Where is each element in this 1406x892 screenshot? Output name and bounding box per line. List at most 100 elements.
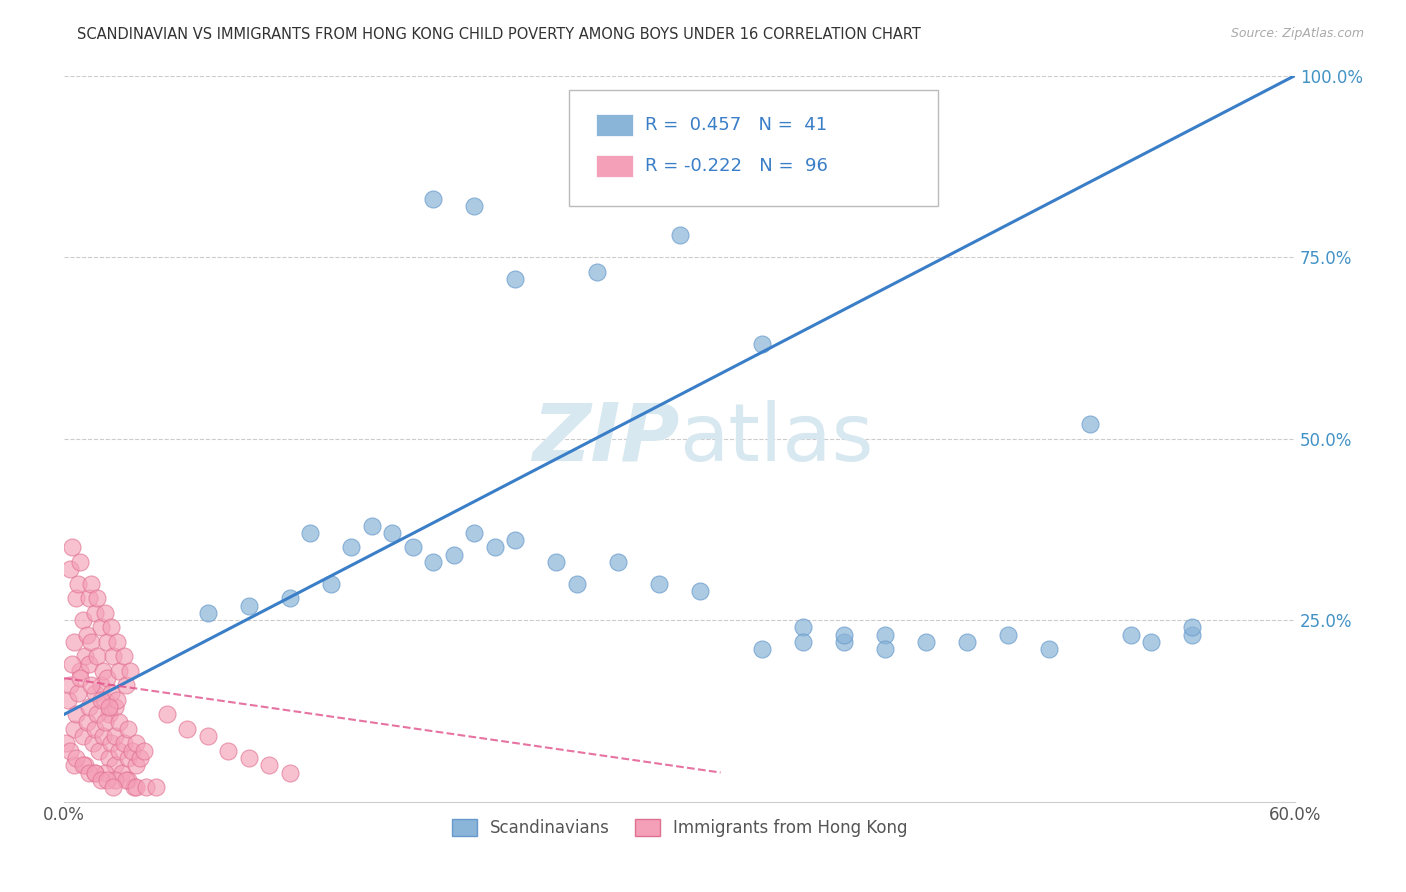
Point — [77, 700, 100, 714]
Point — [80, 576, 103, 591]
Point — [1140, 635, 1163, 649]
Point — [65, 707, 87, 722]
Point — [122, 780, 145, 794]
Point — [689, 584, 711, 599]
Point — [792, 635, 814, 649]
Point — [422, 555, 444, 569]
Point — [505, 533, 527, 548]
Point — [1181, 627, 1204, 641]
Point — [125, 758, 148, 772]
Point — [69, 671, 91, 685]
Point — [72, 729, 94, 743]
Point — [91, 664, 114, 678]
Point — [100, 620, 122, 634]
Point — [72, 758, 94, 772]
Point — [125, 737, 148, 751]
Point — [94, 714, 117, 729]
Point — [96, 772, 118, 787]
Point — [91, 729, 114, 743]
Point — [121, 744, 143, 758]
Point — [77, 765, 100, 780]
Point — [105, 693, 128, 707]
Point — [90, 620, 112, 634]
Text: R =  0.457   N =  41: R = 0.457 N = 41 — [645, 116, 827, 134]
Point — [98, 751, 121, 765]
Point — [112, 649, 135, 664]
Point — [117, 751, 139, 765]
Point — [76, 627, 98, 641]
Point — [546, 555, 568, 569]
Point — [217, 744, 239, 758]
Point — [104, 772, 127, 787]
Legend: Scandinavians, Immigrants from Hong Kong: Scandinavians, Immigrants from Hong Kong — [444, 813, 914, 844]
Text: SCANDINAVIAN VS IMMIGRANTS FROM HONG KONG CHILD POVERTY AMONG BOYS UNDER 16 CORR: SCANDINAVIAN VS IMMIGRANTS FROM HONG KON… — [77, 27, 921, 42]
Point — [59, 744, 82, 758]
Point — [86, 591, 108, 606]
Point — [83, 765, 105, 780]
Point — [751, 337, 773, 351]
Point — [135, 780, 157, 794]
Point — [103, 649, 125, 664]
Point — [98, 700, 121, 714]
Point — [69, 555, 91, 569]
Point — [238, 599, 260, 613]
Point — [86, 707, 108, 722]
Point — [110, 765, 132, 780]
Point — [648, 576, 671, 591]
Point — [100, 686, 122, 700]
Point — [463, 525, 485, 540]
Point — [59, 562, 82, 576]
Point — [63, 722, 86, 736]
Point — [77, 591, 100, 606]
Point — [87, 744, 110, 758]
Point — [792, 620, 814, 634]
Text: atlas: atlas — [679, 400, 875, 477]
Point — [59, 678, 82, 692]
Point — [90, 678, 112, 692]
Point — [80, 678, 103, 692]
Point — [422, 192, 444, 206]
Point — [751, 642, 773, 657]
Point — [125, 780, 148, 794]
Point — [238, 751, 260, 765]
Bar — [596, 155, 633, 178]
Point — [69, 664, 91, 678]
Point — [360, 518, 382, 533]
Point — [55, 737, 77, 751]
Point — [65, 751, 87, 765]
Point — [104, 758, 127, 772]
Point — [565, 576, 588, 591]
Point — [112, 737, 135, 751]
Text: ZIP: ZIP — [531, 400, 679, 477]
Point — [319, 576, 342, 591]
Point — [463, 199, 485, 213]
Point — [104, 700, 127, 714]
Point — [73, 758, 96, 772]
Point — [114, 678, 136, 692]
Point — [60, 541, 83, 555]
Point — [1078, 417, 1101, 431]
Point — [86, 649, 108, 664]
Point — [1038, 642, 1060, 657]
Point — [94, 606, 117, 620]
Point — [278, 591, 301, 606]
Point — [197, 729, 219, 743]
Point — [65, 591, 87, 606]
Point — [94, 693, 117, 707]
Point — [108, 744, 131, 758]
Point — [96, 635, 118, 649]
Point — [82, 737, 104, 751]
Point — [832, 627, 855, 641]
Point — [90, 772, 112, 787]
Point — [257, 758, 280, 772]
Point — [104, 729, 127, 743]
Point — [80, 635, 103, 649]
Point — [132, 744, 155, 758]
Text: Source: ZipAtlas.com: Source: ZipAtlas.com — [1230, 27, 1364, 40]
Point — [83, 606, 105, 620]
Point — [176, 722, 198, 736]
Point — [145, 780, 167, 794]
Point — [505, 272, 527, 286]
FancyBboxPatch shape — [569, 90, 938, 206]
Point — [98, 707, 121, 722]
